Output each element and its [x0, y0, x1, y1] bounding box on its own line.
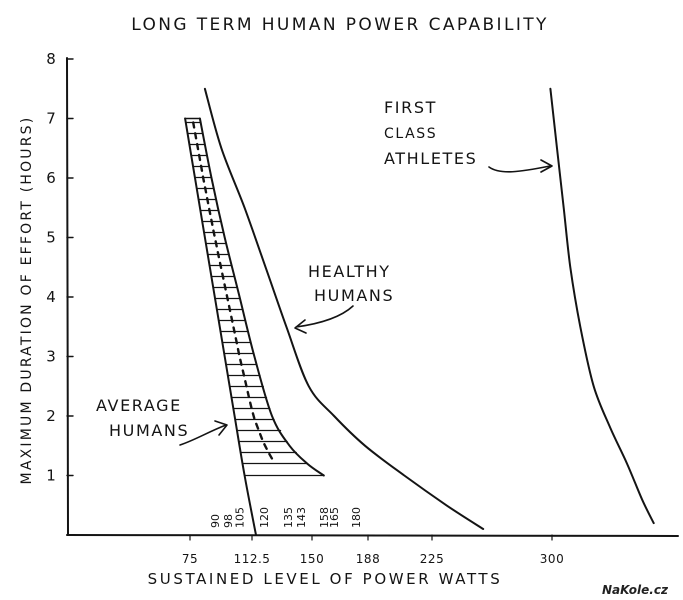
athletes-note-line3: ATHLETES [384, 149, 477, 168]
average-band-midline [192, 121, 276, 465]
x-tick-label-rotated: 105 [234, 507, 247, 528]
x-tick-label: 112.5 [234, 552, 271, 566]
athletes-annotation: FIRST CLASS ATHLETES [384, 98, 553, 173]
healthy-arrow [294, 305, 354, 334]
y-tick-label: 4 [46, 288, 56, 306]
x-axis-line [66, 534, 679, 537]
x-tick-label: 75 [182, 552, 198, 566]
healthy-note-line2: HUMANS [314, 286, 394, 305]
y-axis-label: MAXIMUM DURATION OF EFFORT (HOURS) [19, 116, 35, 485]
athletes-note-line2: CLASS [384, 126, 437, 142]
x-axis-label: SUSTAINED LEVEL OF POWER WATTS [148, 570, 503, 588]
y-tick-label: 8 [46, 50, 56, 68]
average-note-line1: AVERAGE [96, 396, 182, 415]
average-band-left-edge [184, 117, 257, 536]
athletes-note-line1: FIRST [384, 98, 437, 117]
chart-title: LONG TERM HUMAN POWER CAPABILITY [131, 15, 549, 35]
healthy-note-line1: HEALTHY [308, 262, 391, 281]
y-tick-label: 5 [46, 229, 56, 247]
healthy-humans-curve [203, 87, 485, 530]
athletes-arrow [488, 159, 553, 173]
healthy-annotation: HEALTHY HUMANS [294, 262, 394, 334]
x-tick-label-rotated: 98 [222, 514, 235, 528]
average-band-right-edge [198, 117, 325, 477]
y-tick-label: 3 [46, 348, 56, 366]
watermark: NaKole.cz [602, 583, 669, 597]
y-tick-label: 1 [46, 467, 56, 485]
average-arrow [179, 420, 228, 446]
athletes-curve [549, 87, 655, 525]
x-tick-label-rotated: 158 [318, 507, 331, 528]
x-tick-label-rotated: 90 [209, 514, 222, 528]
x-tick-label: 225 [420, 552, 444, 566]
x-tick-label-rotated: 143 [295, 507, 308, 528]
x-tick-label-rotated: 180 [350, 507, 363, 528]
x-tick-label-rotated: 135 [282, 507, 295, 528]
y-tick-label: 7 [46, 110, 56, 128]
x-tick-label: 188 [356, 552, 380, 566]
average-annotation: AVERAGE HUMANS [96, 396, 228, 446]
y-tick-label: 2 [46, 407, 56, 425]
x-tick-label-rotated: 165 [328, 507, 341, 528]
y-tick-label: 6 [46, 169, 56, 187]
x-tick-label: 300 [540, 552, 564, 566]
x-tick-label: 150 [300, 552, 324, 566]
x-tick-label-rotated: 120 [258, 507, 271, 528]
average-humans-band [184, 117, 325, 536]
average-note-line2: HUMANS [109, 421, 189, 440]
